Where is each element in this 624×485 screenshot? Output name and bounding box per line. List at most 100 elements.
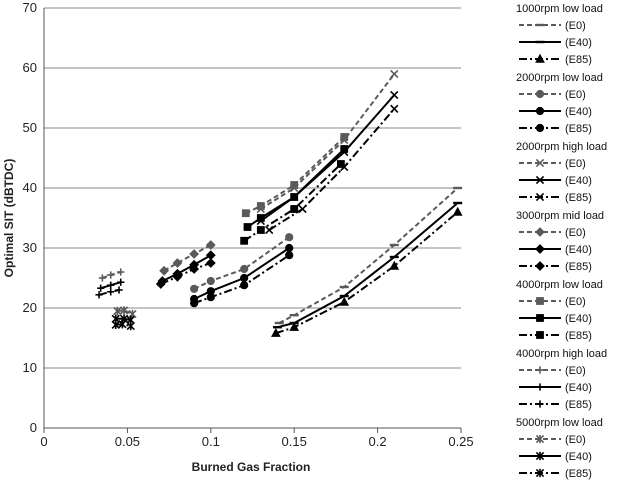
y-tick-label: 70 xyxy=(23,0,37,15)
legend-group-title: 3000rpm mid load xyxy=(516,210,604,222)
legend-item: (E85) xyxy=(565,123,592,135)
legend-marker xyxy=(535,106,545,116)
x-tick-label: 0.05 xyxy=(115,434,140,449)
legend-item: (E0) xyxy=(565,227,586,239)
data-point xyxy=(206,293,215,302)
y-tick-label: 10 xyxy=(23,360,37,375)
data-point xyxy=(285,251,294,260)
legend-item: (E0) xyxy=(565,296,586,308)
legend: 1000rpm low load (E0) (E40) (E85) 2000rpm lo… xyxy=(516,3,607,480)
data-point xyxy=(285,233,294,242)
legend-marker xyxy=(536,297,544,305)
data-point xyxy=(271,327,281,337)
legend-marker xyxy=(535,227,545,237)
plot-area xyxy=(95,69,463,337)
data-point xyxy=(265,225,274,235)
data-point xyxy=(256,214,265,222)
legend-item: (E0) xyxy=(565,434,586,446)
y-tick-label: 60 xyxy=(23,60,37,75)
legend-item: (E85) xyxy=(565,399,592,411)
series-line xyxy=(245,136,345,215)
data-point xyxy=(240,264,249,274)
series-line xyxy=(163,244,212,272)
data-point xyxy=(243,223,252,231)
legend-marker xyxy=(535,468,545,478)
legend-marker xyxy=(535,89,545,99)
legend-marker xyxy=(536,314,544,322)
data-point xyxy=(117,278,125,286)
legend-item: (E85) xyxy=(565,468,592,480)
series-line xyxy=(193,247,290,300)
legend-marker xyxy=(535,244,545,254)
x-tick-label: 0.1 xyxy=(202,434,220,449)
data-point xyxy=(290,193,299,201)
data-point xyxy=(190,284,199,293)
data-point xyxy=(285,243,294,253)
legend-marker xyxy=(535,261,545,271)
legend-marker xyxy=(535,158,545,168)
y-tick-label: 30 xyxy=(23,240,37,255)
series-line xyxy=(243,163,342,242)
y-tick-label: 0 xyxy=(30,420,37,435)
data-point xyxy=(240,236,249,245)
x-axis-title: Burned Gas Fraction xyxy=(192,460,311,474)
legend-item: (E0) xyxy=(565,89,586,101)
data-point xyxy=(189,264,200,274)
data-point xyxy=(117,268,125,276)
series-line xyxy=(246,148,345,228)
x-tick-label: 0.15 xyxy=(282,434,307,449)
data-point xyxy=(290,205,299,213)
y-tick-label: 50 xyxy=(23,120,37,135)
legend-marker xyxy=(535,53,545,63)
data-point xyxy=(337,160,345,168)
series-line xyxy=(117,309,133,315)
data-point xyxy=(390,69,399,79)
series-line xyxy=(260,73,396,210)
data-point xyxy=(155,279,166,289)
series-line xyxy=(277,202,459,329)
legend-marker xyxy=(536,366,544,374)
data-point xyxy=(340,145,349,153)
data-point xyxy=(118,320,127,329)
legend-group-title: 2000rpm high load xyxy=(516,141,607,153)
data-point xyxy=(390,104,399,113)
data-point xyxy=(339,296,350,306)
y-tick-label: 20 xyxy=(23,300,37,315)
data-point xyxy=(241,209,250,218)
data-point xyxy=(97,284,105,292)
data-point xyxy=(240,273,249,283)
legend-item: (E40) xyxy=(565,451,592,463)
legend-marker xyxy=(535,123,545,133)
legend-marker xyxy=(535,175,545,185)
data-point xyxy=(159,265,170,276)
data-point xyxy=(98,274,106,282)
data-point xyxy=(128,309,137,319)
data-point xyxy=(190,299,199,308)
series-line xyxy=(268,108,396,231)
data-point xyxy=(290,181,299,189)
data-point xyxy=(172,258,183,268)
data-point xyxy=(205,240,216,250)
data-point xyxy=(111,320,120,329)
data-point xyxy=(452,206,463,216)
legend-group-title: 4000rpm high load xyxy=(516,348,607,360)
legend-item: (E0) xyxy=(565,20,586,32)
series-line xyxy=(278,187,459,324)
data-point xyxy=(172,271,183,282)
legend-marker xyxy=(536,331,544,339)
legend-item: (E0) xyxy=(565,365,586,377)
legend-marker xyxy=(535,451,545,461)
axes: 0 10 20 30 40 50 60 70 0 0.05 0.1 0.15 0.2 0.25 xyxy=(23,0,474,449)
series-line xyxy=(160,262,212,285)
data-point xyxy=(298,204,307,214)
legend-group-title: 2000rpm low load xyxy=(516,72,603,84)
data-point xyxy=(289,321,300,331)
data-point xyxy=(95,291,103,299)
x-tick-label: 0 xyxy=(40,434,47,449)
series-line xyxy=(275,211,459,335)
legend-group-title: 5000rpm low load xyxy=(516,417,603,429)
x-tick-label: 0.2 xyxy=(369,434,387,449)
legend-item: (E85) xyxy=(565,192,592,204)
data-point xyxy=(119,306,129,315)
